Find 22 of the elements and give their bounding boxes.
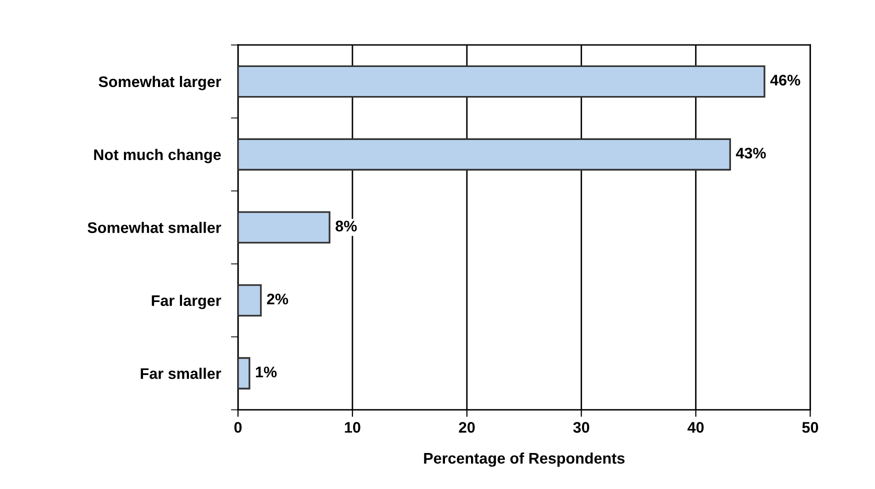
x-tick-label: 30	[573, 422, 590, 433]
data-label: 8%	[336, 220, 357, 232]
y-tick-label: Somewhat larger	[98, 76, 222, 90]
data-label: 1%	[256, 366, 277, 378]
x-tick-label: 10	[344, 422, 360, 433]
bar	[238, 284, 262, 316]
data-label: 46%	[770, 74, 800, 86]
x-tick-label: 50	[802, 422, 818, 433]
x-tick-label: 0	[234, 422, 242, 433]
bar	[238, 357, 250, 390]
y-tick-label: Not much change	[94, 148, 221, 164]
bar	[238, 138, 731, 171]
y-tick-label: Far smaller	[140, 368, 222, 379]
bar	[238, 211, 330, 244]
y-tick-label: Somewhat smaller	[88, 222, 222, 234]
data-label: 2%	[266, 294, 288, 304]
data-label: 43%	[736, 148, 766, 159]
x-tick-label: 40	[688, 422, 704, 433]
x-tick-label: 20	[458, 422, 475, 433]
y-tick-label: Far larger	[152, 294, 222, 310]
x-axis-title: Percentage of Respondents	[424, 452, 625, 467]
bar	[238, 65, 766, 98]
